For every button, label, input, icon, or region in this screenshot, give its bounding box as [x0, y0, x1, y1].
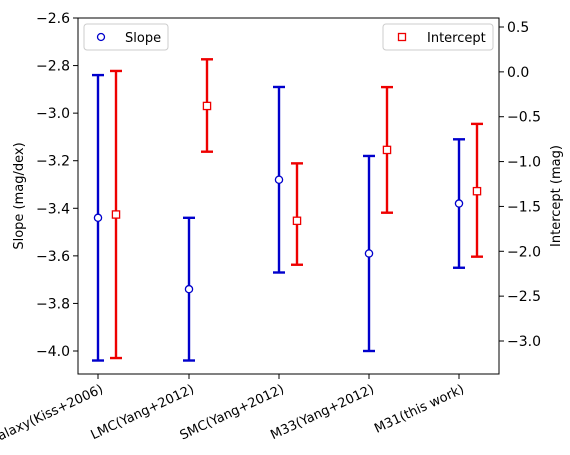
- data-point-intercept: [111, 210, 121, 219]
- legend-slope-label: Slope: [125, 31, 161, 46]
- right-tick-label: 0.5: [507, 20, 529, 36]
- data-point-slope: [454, 199, 464, 208]
- left-tick-label: −2.8: [36, 59, 70, 75]
- legend-intercept: Intercept: [382, 23, 494, 51]
- data-point-intercept: [202, 101, 212, 111]
- legend-slope-marker: [96, 32, 106, 42]
- left-axis-ticks: −2.6 −2.8 −3.0 −3.2 −3.4 −3.6 −3.8 −4.0: [36, 11, 78, 360]
- legend-slope: Slope: [83, 23, 169, 51]
- left-tick-label: −2.6: [36, 11, 70, 27]
- data-point-slope: [364, 249, 374, 258]
- x-tick-label: M31(this work): [372, 382, 466, 437]
- right-axis-ticks: 0.5 0.0 −0.5 −1.0 −1.5 −2.0 −2.5 −3.0: [499, 20, 541, 350]
- left-tick-label: −3.0: [36, 106, 70, 122]
- errorbar-slope: [363, 154, 375, 353]
- right-tick-label: −2.5: [507, 289, 541, 305]
- y-axis-label: Slope (mag/dex): [12, 142, 27, 249]
- y2-axis-label: Intercept (mag): [549, 145, 564, 247]
- right-tick-label: 0.0: [507, 65, 529, 81]
- legend-intercept-box: [382, 23, 494, 51]
- legend-intercept-label: Intercept: [427, 31, 486, 46]
- errorbar-intercept: [471, 122, 483, 258]
- series-layer: [92, 58, 483, 362]
- errorbar-intercept: [381, 85, 393, 214]
- errorbar-slope: [92, 73, 104, 362]
- data-point-intercept: [382, 145, 392, 155]
- data-point-intercept: [472, 186, 482, 196]
- right-tick-label: −1.5: [507, 199, 541, 215]
- errorbar-intercept: [201, 58, 213, 153]
- right-tick-label: −0.5: [507, 110, 541, 126]
- data-point-slope: [274, 175, 284, 184]
- left-tick-label: −3.8: [36, 296, 70, 312]
- errorbar-slope: [453, 138, 465, 269]
- errorbar-slope: [273, 85, 285, 274]
- data-point-slope: [93, 213, 103, 223]
- right-tick-label: −3.0: [507, 334, 541, 350]
- right-tick-label: −1.0: [507, 155, 541, 171]
- left-tick-label: −3.6: [36, 249, 70, 265]
- legend-slope-box: [83, 23, 169, 51]
- left-tick-label: −3.2: [36, 154, 70, 170]
- right-tick-label: −2.0: [507, 244, 541, 260]
- data-point-slope: [184, 284, 194, 294]
- errorbar-slope: [183, 216, 195, 362]
- x-tick-label: Galaxy(Kiss+2006): [0, 382, 106, 448]
- left-tick-label: −3.4: [36, 201, 70, 217]
- left-tick-label: −4.0: [36, 344, 70, 360]
- errorbar-intercept: [110, 69, 122, 360]
- legend-intercept-marker: [397, 32, 407, 42]
- errorbar-intercept: [291, 162, 303, 266]
- x-axis-ticks: Galaxy(Kiss+2006)LMC(Yang+2012)SMC(Yang+…: [0, 374, 467, 448]
- plot-area: [77, 17, 500, 375]
- data-point-intercept: [292, 216, 302, 226]
- x-tick-label: M33(Yang+2012): [268, 382, 376, 443]
